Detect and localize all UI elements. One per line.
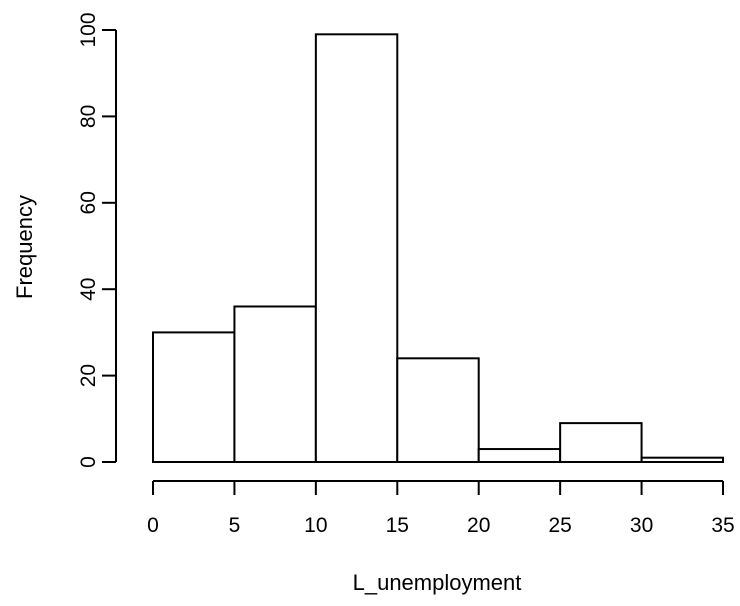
y-tick-label: 60 bbox=[77, 191, 100, 214]
histogram-bar-3 bbox=[396, 357, 480, 464]
x-tick-label: 15 bbox=[386, 514, 409, 537]
x-tick-label: 5 bbox=[229, 514, 241, 537]
y-axis: 0 20 40 60 80 100 bbox=[77, 12, 117, 468]
x-tick-label: 0 bbox=[147, 514, 159, 537]
histogram-bar-1 bbox=[233, 305, 317, 464]
x-tick-label: 10 bbox=[304, 514, 327, 537]
histogram-bar-4 bbox=[477, 448, 562, 464]
x-tick-label: 20 bbox=[467, 514, 490, 537]
x-tick-label: 35 bbox=[711, 514, 734, 537]
histogram-bar-0 bbox=[152, 331, 236, 463]
y-tick-label: 80 bbox=[77, 105, 100, 128]
x-axis: 0 5 10 15 20 25 30 35 bbox=[147, 480, 735, 537]
y-tick-label: 100 bbox=[77, 12, 100, 47]
y-axis-label: Frequency bbox=[12, 195, 37, 299]
x-axis-label: L_unemployment bbox=[353, 570, 522, 595]
histogram-bar-2 bbox=[314, 33, 399, 463]
histogram-bar-5 bbox=[559, 422, 643, 463]
x-tick-label: 25 bbox=[548, 514, 571, 537]
histogram-bars bbox=[152, 33, 724, 464]
y-tick-label: 0 bbox=[77, 456, 100, 468]
y-tick-label: 40 bbox=[77, 278, 100, 301]
y-tick-label: 20 bbox=[77, 364, 100, 387]
histogram-bar-6 bbox=[640, 456, 724, 463]
x-tick-label: 30 bbox=[630, 514, 653, 537]
